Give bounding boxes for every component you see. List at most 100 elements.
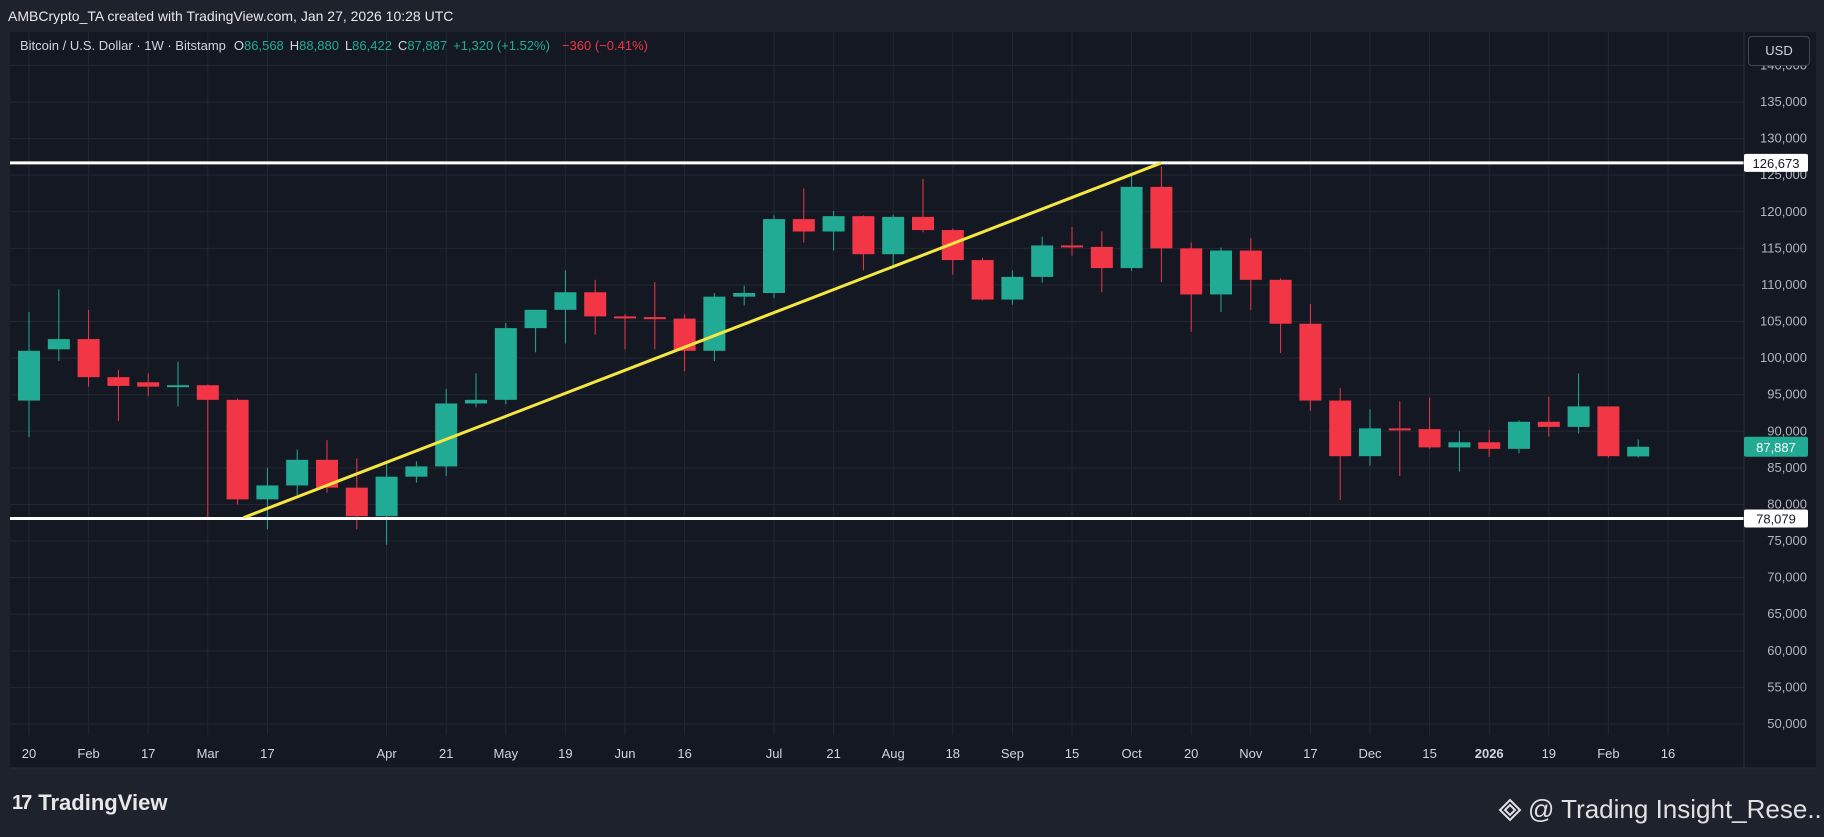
candle-body — [107, 377, 130, 386]
candle[interactable] — [912, 178, 934, 233]
high-label: H — [289, 38, 300, 53]
candle-body — [1269, 279, 1292, 324]
currency-button[interactable]: USD — [1748, 36, 1810, 66]
time-tick-label: 21 — [439, 746, 453, 761]
candle[interactable] — [375, 460, 398, 545]
candle[interactable] — [941, 228, 964, 275]
price-tick-label: 65,000 — [1767, 606, 1807, 621]
candle[interactable] — [1388, 401, 1411, 476]
candle[interactable] — [167, 361, 189, 407]
candle[interactable] — [47, 289, 70, 362]
candle[interactable] — [435, 388, 458, 476]
time-tick-label: Feb — [77, 746, 99, 761]
low-value: 86,422 — [352, 38, 392, 53]
price-tick-label: 105,000 — [1760, 314, 1807, 329]
candle-body — [1210, 250, 1232, 295]
candle[interactable] — [1299, 303, 1322, 411]
tradingview-logo[interactable]: 17 TradingView — [12, 790, 167, 816]
candle[interactable] — [1508, 420, 1530, 454]
candle[interactable] — [822, 211, 845, 251]
candle[interactable] — [1269, 278, 1292, 353]
candle-body — [584, 292, 607, 317]
candle[interactable] — [1448, 431, 1471, 472]
candle[interactable] — [1120, 174, 1143, 272]
candle-body — [1299, 323, 1322, 401]
time-tick-label: 20 — [1184, 746, 1198, 761]
candle[interactable] — [673, 314, 696, 372]
time-tick-label: Apr — [376, 746, 397, 761]
candle[interactable] — [1359, 409, 1381, 466]
level-price-label: 126,673 — [1753, 156, 1800, 171]
candle[interactable] — [465, 373, 487, 408]
tradingview-logo-text: TradingView — [38, 790, 168, 815]
candle[interactable] — [405, 461, 428, 483]
candle[interactable] — [286, 449, 309, 495]
candle[interactable] — [1418, 397, 1441, 449]
candle-body — [673, 318, 696, 351]
price-tick-label: 50,000 — [1767, 716, 1807, 731]
candle-body — [1359, 428, 1381, 457]
candle[interactable] — [1031, 236, 1054, 283]
candle[interactable] — [1329, 388, 1352, 501]
candle[interactable] — [77, 309, 100, 387]
candle[interactable] — [1478, 429, 1501, 457]
time-tick-label: Dec — [1358, 746, 1382, 761]
candle-body — [554, 292, 577, 310]
candle-body — [1448, 442, 1471, 448]
candle[interactable] — [107, 369, 130, 422]
candle[interactable] — [524, 309, 547, 353]
candle[interactable] — [226, 398, 249, 505]
candle[interactable] — [1001, 270, 1024, 305]
candle[interactable] — [614, 314, 636, 350]
level-price-tag: 78,079 — [1744, 509, 1808, 528]
candle-body — [405, 466, 428, 477]
candle-body — [494, 328, 517, 400]
open-label: O — [233, 38, 245, 53]
close-label: C — [397, 38, 408, 53]
candle[interactable] — [554, 270, 577, 344]
candle-body — [18, 350, 40, 401]
candle[interactable] — [1180, 242, 1203, 332]
time-tick-label: Feb — [1597, 746, 1619, 761]
candle[interactable] — [18, 312, 40, 438]
candle-body — [792, 219, 815, 232]
candle[interactable] — [1239, 238, 1262, 310]
candle[interactable] — [584, 279, 607, 335]
candle[interactable] — [1597, 406, 1620, 458]
price-tick-label: 135,000 — [1760, 94, 1807, 109]
candle-body — [316, 459, 338, 488]
candle-body — [822, 216, 845, 232]
symbol-name[interactable]: Bitcoin / U.S. Dollar · 1W · Bitstamp — [20, 38, 226, 53]
candle[interactable] — [1567, 373, 1590, 434]
candle-body — [703, 296, 726, 351]
rising-trendline[interactable] — [243, 161, 1162, 520]
candle[interactable] — [256, 467, 279, 530]
candle[interactable] — [1210, 247, 1232, 313]
candle[interactable] — [882, 214, 905, 266]
candle[interactable] — [703, 292, 726, 362]
candle[interactable] — [763, 215, 785, 299]
candle[interactable] — [852, 215, 875, 271]
candle[interactable] — [1150, 166, 1173, 283]
candle[interactable] — [792, 188, 815, 243]
level-price-label: 78,079 — [1756, 512, 1796, 527]
candle[interactable] — [1061, 227, 1083, 256]
time-tick-label: Jun — [615, 746, 636, 761]
candle[interactable] — [196, 384, 219, 519]
candle-body — [47, 339, 70, 350]
candle[interactable] — [643, 282, 666, 350]
candle[interactable] — [137, 373, 160, 397]
candle-body — [1508, 421, 1530, 449]
candle[interactable] — [971, 257, 994, 301]
candle[interactable] — [1537, 396, 1560, 437]
time-tick-label: Sep — [1001, 746, 1024, 761]
candle[interactable] — [494, 322, 517, 405]
candle-body — [614, 316, 636, 319]
candle-body — [852, 216, 875, 255]
chart-panel[interactable] — [10, 32, 1816, 768]
candle[interactable] — [1627, 439, 1650, 458]
candle[interactable] — [733, 285, 756, 306]
candle[interactable] — [1090, 231, 1113, 293]
price-tick-label: 70,000 — [1767, 570, 1807, 585]
